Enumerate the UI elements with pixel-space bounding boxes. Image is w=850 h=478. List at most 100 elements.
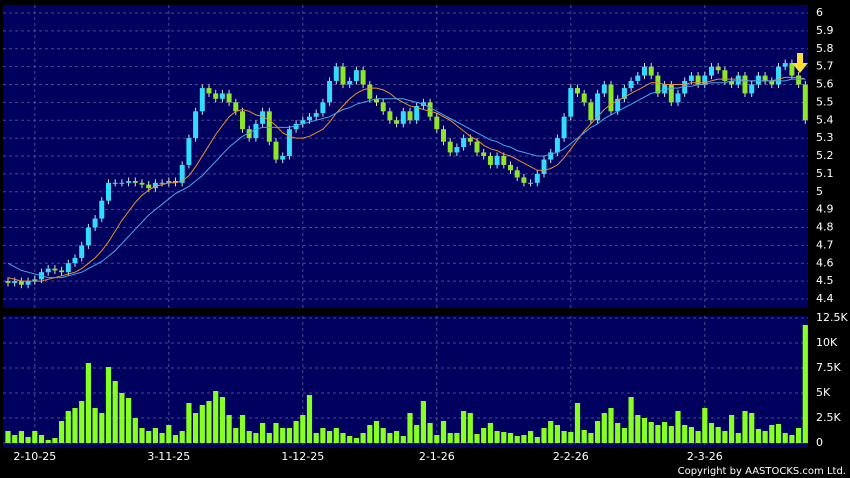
volume-bar (769, 425, 775, 443)
volume-bar (38, 435, 45, 443)
candle-body (340, 66, 346, 85)
candle-body (655, 75, 661, 94)
volume-bar (796, 428, 802, 443)
volume-bar (360, 433, 366, 443)
candle-body (762, 75, 768, 81)
candle-body (776, 66, 781, 85)
candle-body (52, 268, 58, 271)
candle-body (25, 281, 31, 285)
x-tick-label: 2-1-26 (419, 450, 455, 463)
candle-body (132, 181, 138, 183)
plot: 4.4 4.5 4.6 4.7 4.8 4.9 5 5.1 5.2 5.3 5.4 5.5 5.6 5.7… (3, 5, 848, 463)
volume-bar (715, 427, 721, 443)
candle-body (353, 70, 359, 81)
candle-body (400, 111, 406, 124)
candle-body (394, 120, 400, 124)
volume-bar (447, 433, 453, 443)
candle-body (253, 123, 259, 139)
volume-bar (25, 437, 31, 443)
candle-body (588, 102, 594, 121)
candle-body (749, 84, 755, 94)
volume-bar (541, 428, 547, 443)
volume-bar (12, 435, 18, 443)
volume-bar (126, 398, 132, 443)
candle-body (608, 84, 614, 112)
candle-body (173, 181, 178, 183)
candle-body (642, 66, 647, 76)
volume-bar (427, 423, 433, 443)
volume-bar (146, 431, 152, 443)
x-tick-label: 2-10-25 (13, 450, 56, 463)
candle-body (179, 164, 185, 183)
candle-body (534, 173, 540, 183)
candle-body (441, 129, 446, 142)
candle-body (782, 63, 788, 67)
candle-body (333, 66, 339, 81)
volume-bar (239, 415, 246, 443)
volume-bar (52, 438, 58, 443)
volume-bar (400, 436, 406, 443)
volume-bar (668, 426, 674, 443)
volume-bar (45, 440, 51, 443)
candle-body (575, 88, 580, 94)
candle-body (32, 279, 38, 282)
candle-body (273, 141, 279, 160)
volume-bar (641, 418, 648, 443)
y-tick-label: 5.4 (816, 113, 834, 126)
candle-body (682, 80, 688, 94)
candle-body (755, 75, 761, 85)
y-tick-label: 7.5K (816, 361, 841, 374)
volume-bar (675, 411, 681, 443)
candle-body (467, 138, 473, 142)
candle-body (320, 102, 326, 114)
candle-body (327, 80, 333, 103)
volume-bar (380, 428, 386, 443)
volume-bar (775, 424, 782, 443)
volume-bar (266, 433, 272, 443)
candle-body (729, 80, 735, 85)
x-tick-label: 3-11-25 (147, 450, 190, 463)
candle-body (735, 75, 741, 85)
volume-bar (85, 363, 91, 443)
volume-bar (708, 423, 715, 443)
candle-body (474, 141, 480, 153)
candle-body (79, 245, 85, 258)
candle-body (427, 102, 433, 117)
y-tick-label: 10K (816, 336, 838, 349)
volume-bar (534, 437, 540, 443)
volume-bar (306, 395, 313, 443)
volume-bar (487, 423, 493, 443)
y-tick-label: 4.7 (816, 238, 834, 251)
volume-bar (655, 425, 661, 443)
volume-bar (621, 428, 627, 443)
candle-body (508, 164, 513, 171)
candle-body (454, 147, 460, 153)
candle-body (213, 93, 219, 99)
candle-body (434, 116, 440, 130)
volume-bar (394, 431, 400, 443)
volume-bar (286, 428, 292, 443)
volume-bar (662, 422, 668, 443)
candle-body (112, 182, 118, 184)
volume-bar (186, 403, 192, 443)
candle-body (260, 111, 266, 124)
candle-body (280, 156, 286, 160)
volume-bar (420, 401, 426, 443)
candle-body (447, 141, 453, 153)
volume-bar (434, 435, 440, 443)
candle-body (92, 218, 98, 228)
volume-bar (179, 431, 185, 443)
candle-body (709, 66, 714, 76)
candle-body (126, 181, 132, 183)
candle-body (199, 88, 205, 112)
candle-body (648, 66, 654, 76)
volume-bar (18, 431, 24, 443)
volume-bar (595, 421, 601, 443)
candle-body (688, 75, 694, 81)
candle-body (568, 88, 574, 117)
candle-body (226, 93, 232, 103)
volume-bar (166, 425, 172, 443)
candle-body (206, 88, 212, 94)
volume-bar (59, 421, 65, 443)
volume-bar (474, 434, 480, 443)
